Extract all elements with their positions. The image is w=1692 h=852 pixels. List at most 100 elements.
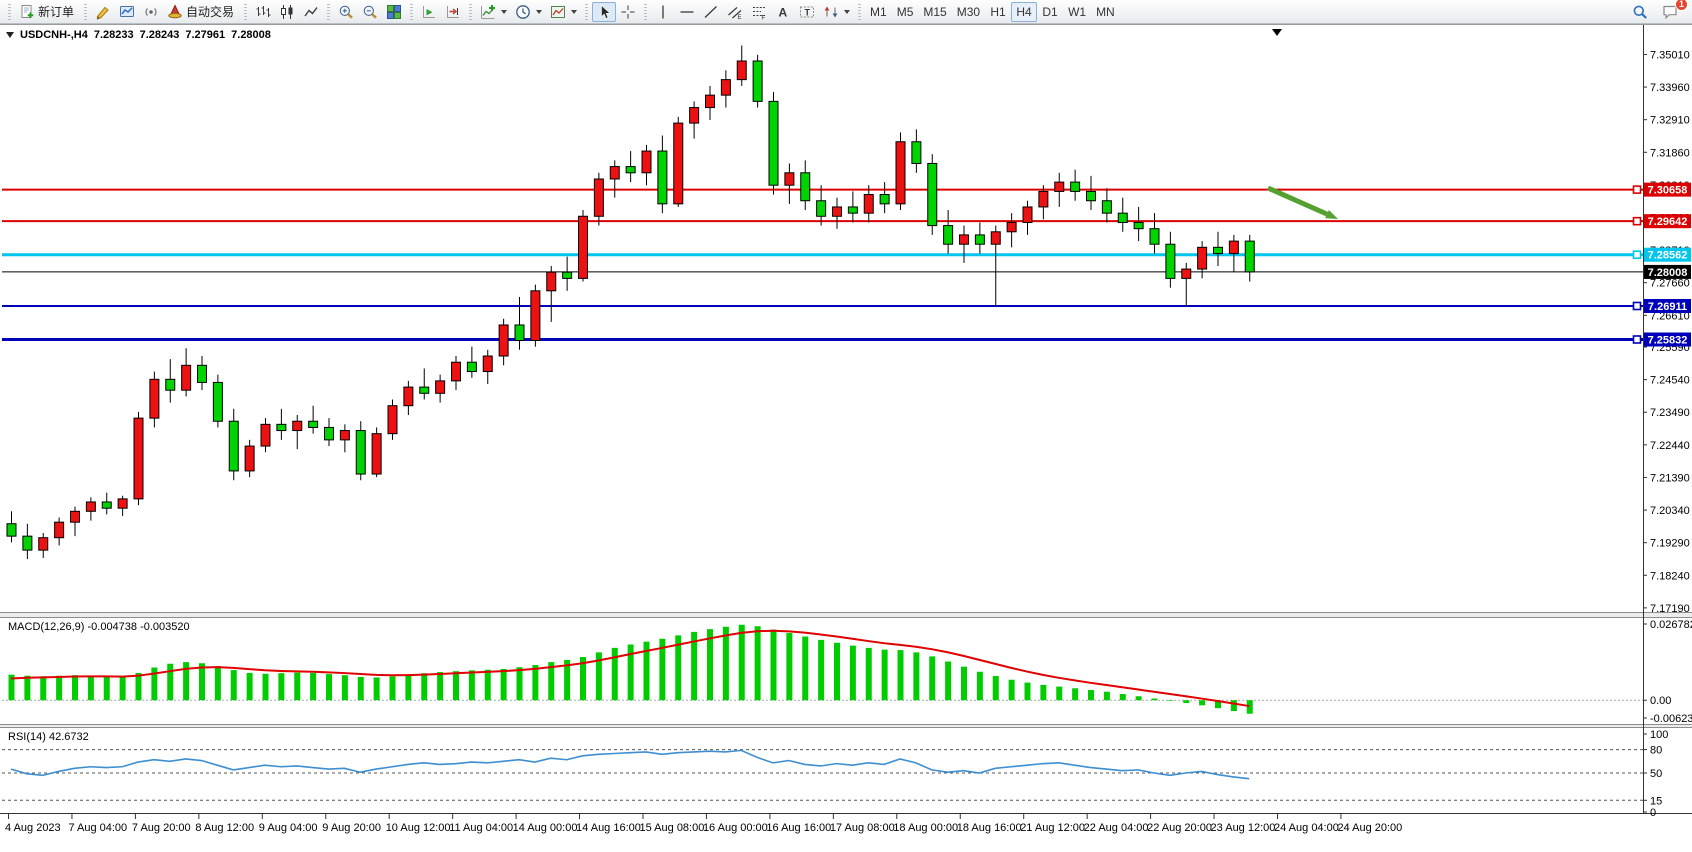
auto-trading-button[interactable]: 自动交易 [163, 2, 240, 22]
text-button[interactable]: A [771, 2, 795, 22]
price-tick-label: 7.24540 [1650, 375, 1690, 387]
chart-title-bar: USDCNH-,H4 7.28233 7.28243 7.27961 7.280… [6, 29, 271, 41]
auto-scroll-button[interactable] [417, 2, 441, 22]
line-handle[interactable] [1632, 185, 1642, 194]
panel-splitter[interactable] [0, 612, 1692, 617]
bear-candle [324, 426, 334, 441]
chevron-down-icon[interactable] [844, 9, 851, 14]
price-tick-label: 7.23490 [1650, 407, 1690, 419]
timeframe-m30[interactable]: M30 [956, 4, 981, 19]
time-tick-label: 10 Aug 12:00 [386, 822, 451, 834]
timeframe-m15[interactable]: M15 [923, 4, 947, 19]
chart-menu-icon[interactable] [6, 32, 14, 38]
rsi-panel [2, 749, 1643, 801]
cursor-button[interactable] [592, 1, 617, 22]
arrows-button[interactable] [819, 2, 854, 22]
chevron-down-icon[interactable] [536, 9, 543, 14]
line-handle[interactable] [1632, 301, 1642, 311]
candles-layer [6, 45, 1255, 560]
new-order-button[interactable]: 新订单 [15, 2, 80, 22]
bull-candle [451, 361, 461, 382]
search-button[interactable] [1628, 2, 1652, 22]
bull-candle [546, 271, 557, 292]
time-axis[interactable]: 4 Aug 2023 7 Aug 04:00 7 Aug 20:00 8 Aug 12… [5, 814, 1402, 834]
bear-candle [22, 535, 33, 551]
toolbar-grip [327, 3, 331, 20]
bull-candle [54, 521, 65, 539]
notifications-button[interactable]: 1 [1658, 0, 1688, 22]
bear-candle [101, 501, 112, 509]
vertical-line-icon [662, 5, 664, 18]
bear-candle [1213, 246, 1223, 255]
timeframe-m5[interactable]: M5 [896, 4, 914, 19]
toolbar-grip [644, 3, 648, 20]
bear-candle [466, 361, 477, 373]
bull-candle [149, 378, 160, 419]
bear-candle [1149, 228, 1160, 245]
bar-chart-button[interactable] [251, 2, 275, 22]
periods-button[interactable] [511, 2, 546, 22]
chevron-down-icon[interactable] [501, 9, 508, 14]
timeframe-w1[interactable]: W1 [1068, 4, 1087, 19]
arrow-shaft[interactable] [1266, 185, 1329, 217]
price-axis[interactable]: 7.350107.339607.329107.318607.308107.297… [1643, 49, 1692, 819]
line-handle[interactable] [1632, 250, 1642, 260]
price-tick-label: 7.32910 [1650, 115, 1690, 127]
toolbar-grip [244, 3, 248, 20]
vertical-line-button[interactable] [651, 2, 675, 22]
price-line-badge-label: 7.28562 [1648, 250, 1688, 262]
trendline-icon [704, 5, 717, 18]
zoom-in-button[interactable] [334, 2, 358, 22]
chevron-down-icon[interactable] [571, 9, 578, 14]
price-badges: 7.30658 7.29642 7.28562 7.28008 7.26911 7.258… [1632, 182, 1691, 347]
bear-candle [212, 381, 223, 422]
candlestick-chart-button[interactable] [275, 2, 299, 22]
templates-button[interactable] [546, 2, 581, 22]
chart-canvas[interactable]: 7.350107.339607.329107.318607.308107.297… [0, 25, 1692, 852]
data-window-button[interactable] [115, 2, 139, 22]
chart-symbol-period: USDCNH-,H4 [20, 29, 88, 41]
broadcast-button[interactable] [139, 2, 163, 22]
crosshair-icon [621, 5, 635, 18]
bull-candle [990, 231, 1001, 245]
time-tick-label: 7 Aug 04:00 [68, 822, 127, 834]
trendline-button[interactable] [699, 2, 723, 22]
timeframe-m1[interactable]: M1 [870, 4, 887, 19]
zoom-out-button[interactable] [358, 2, 382, 22]
svg-text:A: A [779, 5, 788, 19]
chart-shift-marker[interactable] [1272, 29, 1282, 36]
timeframe-h1[interactable]: H1 [990, 4, 1006, 19]
toolbar-right: 1 [1628, 0, 1688, 22]
price-tick-label: 7.21390 [1650, 472, 1690, 484]
time-tick-label: 4 Aug 2023 [5, 822, 61, 834]
auto-trading-icon [168, 3, 182, 18]
rsi-line [10, 749, 1250, 780]
line-chart-button[interactable] [299, 2, 323, 22]
channel-icon: E [728, 6, 742, 20]
crosshair-button[interactable] [616, 2, 640, 22]
timeframe-d1[interactable]: D1 [1042, 4, 1058, 19]
line-handle[interactable] [1632, 216, 1642, 226]
line-handle[interactable] [1632, 335, 1642, 344]
chart-shift-button[interactable] [441, 2, 465, 22]
text-label-button[interactable]: T [795, 2, 819, 22]
price-tick-label: 7.19290 [1650, 538, 1690, 550]
time-tick-label: 17 Aug 08:00 [830, 822, 895, 834]
indicators-button[interactable] [476, 2, 511, 22]
cursor-icon [601, 4, 611, 19]
chart-shift-icon [447, 5, 460, 18]
time-tick-label: 7 Aug 20:00 [132, 822, 191, 834]
equidistant-channel-button[interactable]: E [723, 2, 747, 22]
timeframe-h4[interactable]: H4 [1011, 1, 1038, 22]
annotation-arrow[interactable] [1266, 185, 1338, 219]
tile-windows-button[interactable] [382, 2, 406, 22]
panel-splitter[interactable] [0, 724, 1692, 727]
fibonacci-button[interactable]: F [747, 2, 771, 22]
rsi-tick-label: 0 [1650, 807, 1656, 819]
quote-low: 7.27961 [185, 29, 226, 41]
timeframe-mn[interactable]: MN [1096, 4, 1115, 19]
rsi-tick-label: 15 [1650, 795, 1662, 807]
horizontal-line-button[interactable] [675, 2, 699, 22]
metaeditor-button[interactable] [91, 2, 115, 22]
